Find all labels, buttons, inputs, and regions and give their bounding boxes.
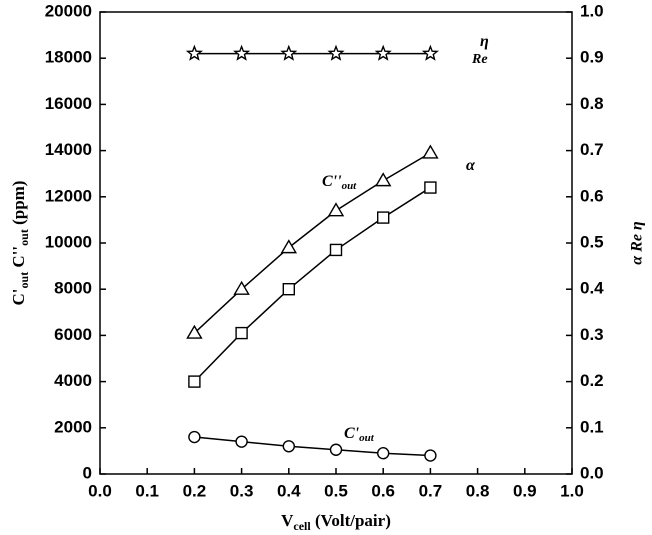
marker: [280, 44, 298, 61]
marker: [282, 283, 295, 296]
x-tick-label: 0.1: [135, 481, 159, 500]
y-tick-label: 18000: [45, 48, 92, 67]
label-part: cell: [293, 519, 311, 533]
marker: [329, 243, 343, 257]
marker: [282, 440, 295, 453]
label-part: out: [17, 229, 31, 246]
series-name-sub: out: [342, 180, 358, 192]
x-tick-label: 0.6: [371, 481, 395, 500]
marker: [280, 239, 298, 254]
y-tick-label: 8000: [54, 279, 92, 298]
x-tick-label: 0.9: [513, 481, 537, 500]
marker: [235, 435, 248, 448]
y2-axis-title: α Re η: [629, 221, 646, 265]
marker: [374, 172, 392, 187]
plot-frame: [99, 11, 573, 475]
x-axis-title: Vcell (Volt/pair): [281, 511, 391, 533]
y-tick-label: 10000: [45, 232, 92, 251]
series-label: η Re: [471, 33, 489, 68]
marker: [424, 181, 437, 194]
y-axis-title: C'out C''out (ppm): [9, 181, 31, 306]
y-tick-label: 14000: [45, 140, 92, 159]
series-name-sub: Re: [471, 52, 488, 67]
y-tick-label: 12000: [45, 186, 92, 205]
label-part: C'': [9, 246, 28, 272]
marker: [377, 447, 390, 460]
label-part: V: [281, 511, 294, 530]
x-tick-label: 1.0: [560, 481, 584, 500]
marker: [188, 430, 201, 444]
series-name-sub: out: [359, 432, 375, 444]
marker: [421, 44, 439, 61]
y2-tick-label: 0.0: [580, 463, 604, 482]
y2-tick-label: 0.7: [580, 140, 604, 159]
x-tick-label: 0.4: [277, 481, 301, 500]
y2-tick-label: 0.3: [580, 325, 604, 344]
label-part: (ppm): [9, 181, 28, 230]
series-line: [194, 436, 431, 457]
y2-tick-label: 0.6: [580, 186, 604, 205]
y-tick-label: 16000: [45, 94, 92, 113]
series-label: C''out: [322, 173, 357, 192]
x-tick-label: 0.8: [466, 481, 490, 500]
marker: [424, 449, 437, 462]
marker: [233, 280, 250, 295]
marker: [185, 44, 203, 61]
x-tick-label: 0.3: [230, 481, 254, 500]
x-tick-label: 0.2: [183, 481, 207, 500]
series-label: C'out: [344, 425, 375, 444]
label-part: (Volt/pair): [311, 511, 391, 530]
y2-tick-label: 0.9: [580, 48, 604, 67]
marker: [188, 375, 201, 388]
x-tick-label: 0.7: [419, 481, 443, 500]
x-tick-label: 0.0: [88, 481, 112, 500]
series-line: [193, 152, 431, 334]
y2-tick-label: 1.0: [580, 1, 604, 20]
marker: [233, 44, 251, 61]
y-tick-label: 0: [83, 463, 92, 482]
marker: [374, 44, 392, 61]
label-part: out: [17, 272, 31, 289]
marker: [327, 44, 345, 61]
series-name: η: [480, 33, 489, 50]
series-label: α: [466, 157, 476, 174]
series-name: C': [344, 425, 360, 442]
marker: [186, 324, 203, 339]
marker: [329, 443, 343, 456]
y-tick-label: 4000: [54, 371, 92, 390]
x-tick-label: 0.5: [324, 481, 348, 500]
y-tick-label: 20000: [45, 1, 92, 20]
marker: [327, 202, 345, 217]
marker: [235, 326, 248, 340]
y2-tick-label: 0.1: [580, 417, 604, 436]
y-tick-label: 6000: [54, 325, 92, 344]
series-line: [193, 186, 431, 383]
label-part: C': [9, 288, 28, 305]
series-name: α: [466, 157, 476, 174]
marker: [422, 144, 439, 159]
y-tick-label: 2000: [54, 417, 92, 436]
y2-tick-label: 0.5: [580, 232, 604, 251]
y2-tick-label: 0.2: [580, 371, 604, 390]
marker: [377, 211, 390, 224]
y2-tick-label: 0.4: [580, 279, 604, 298]
series-name: C'': [322, 173, 342, 190]
y2-tick-label: 0.8: [580, 94, 604, 113]
